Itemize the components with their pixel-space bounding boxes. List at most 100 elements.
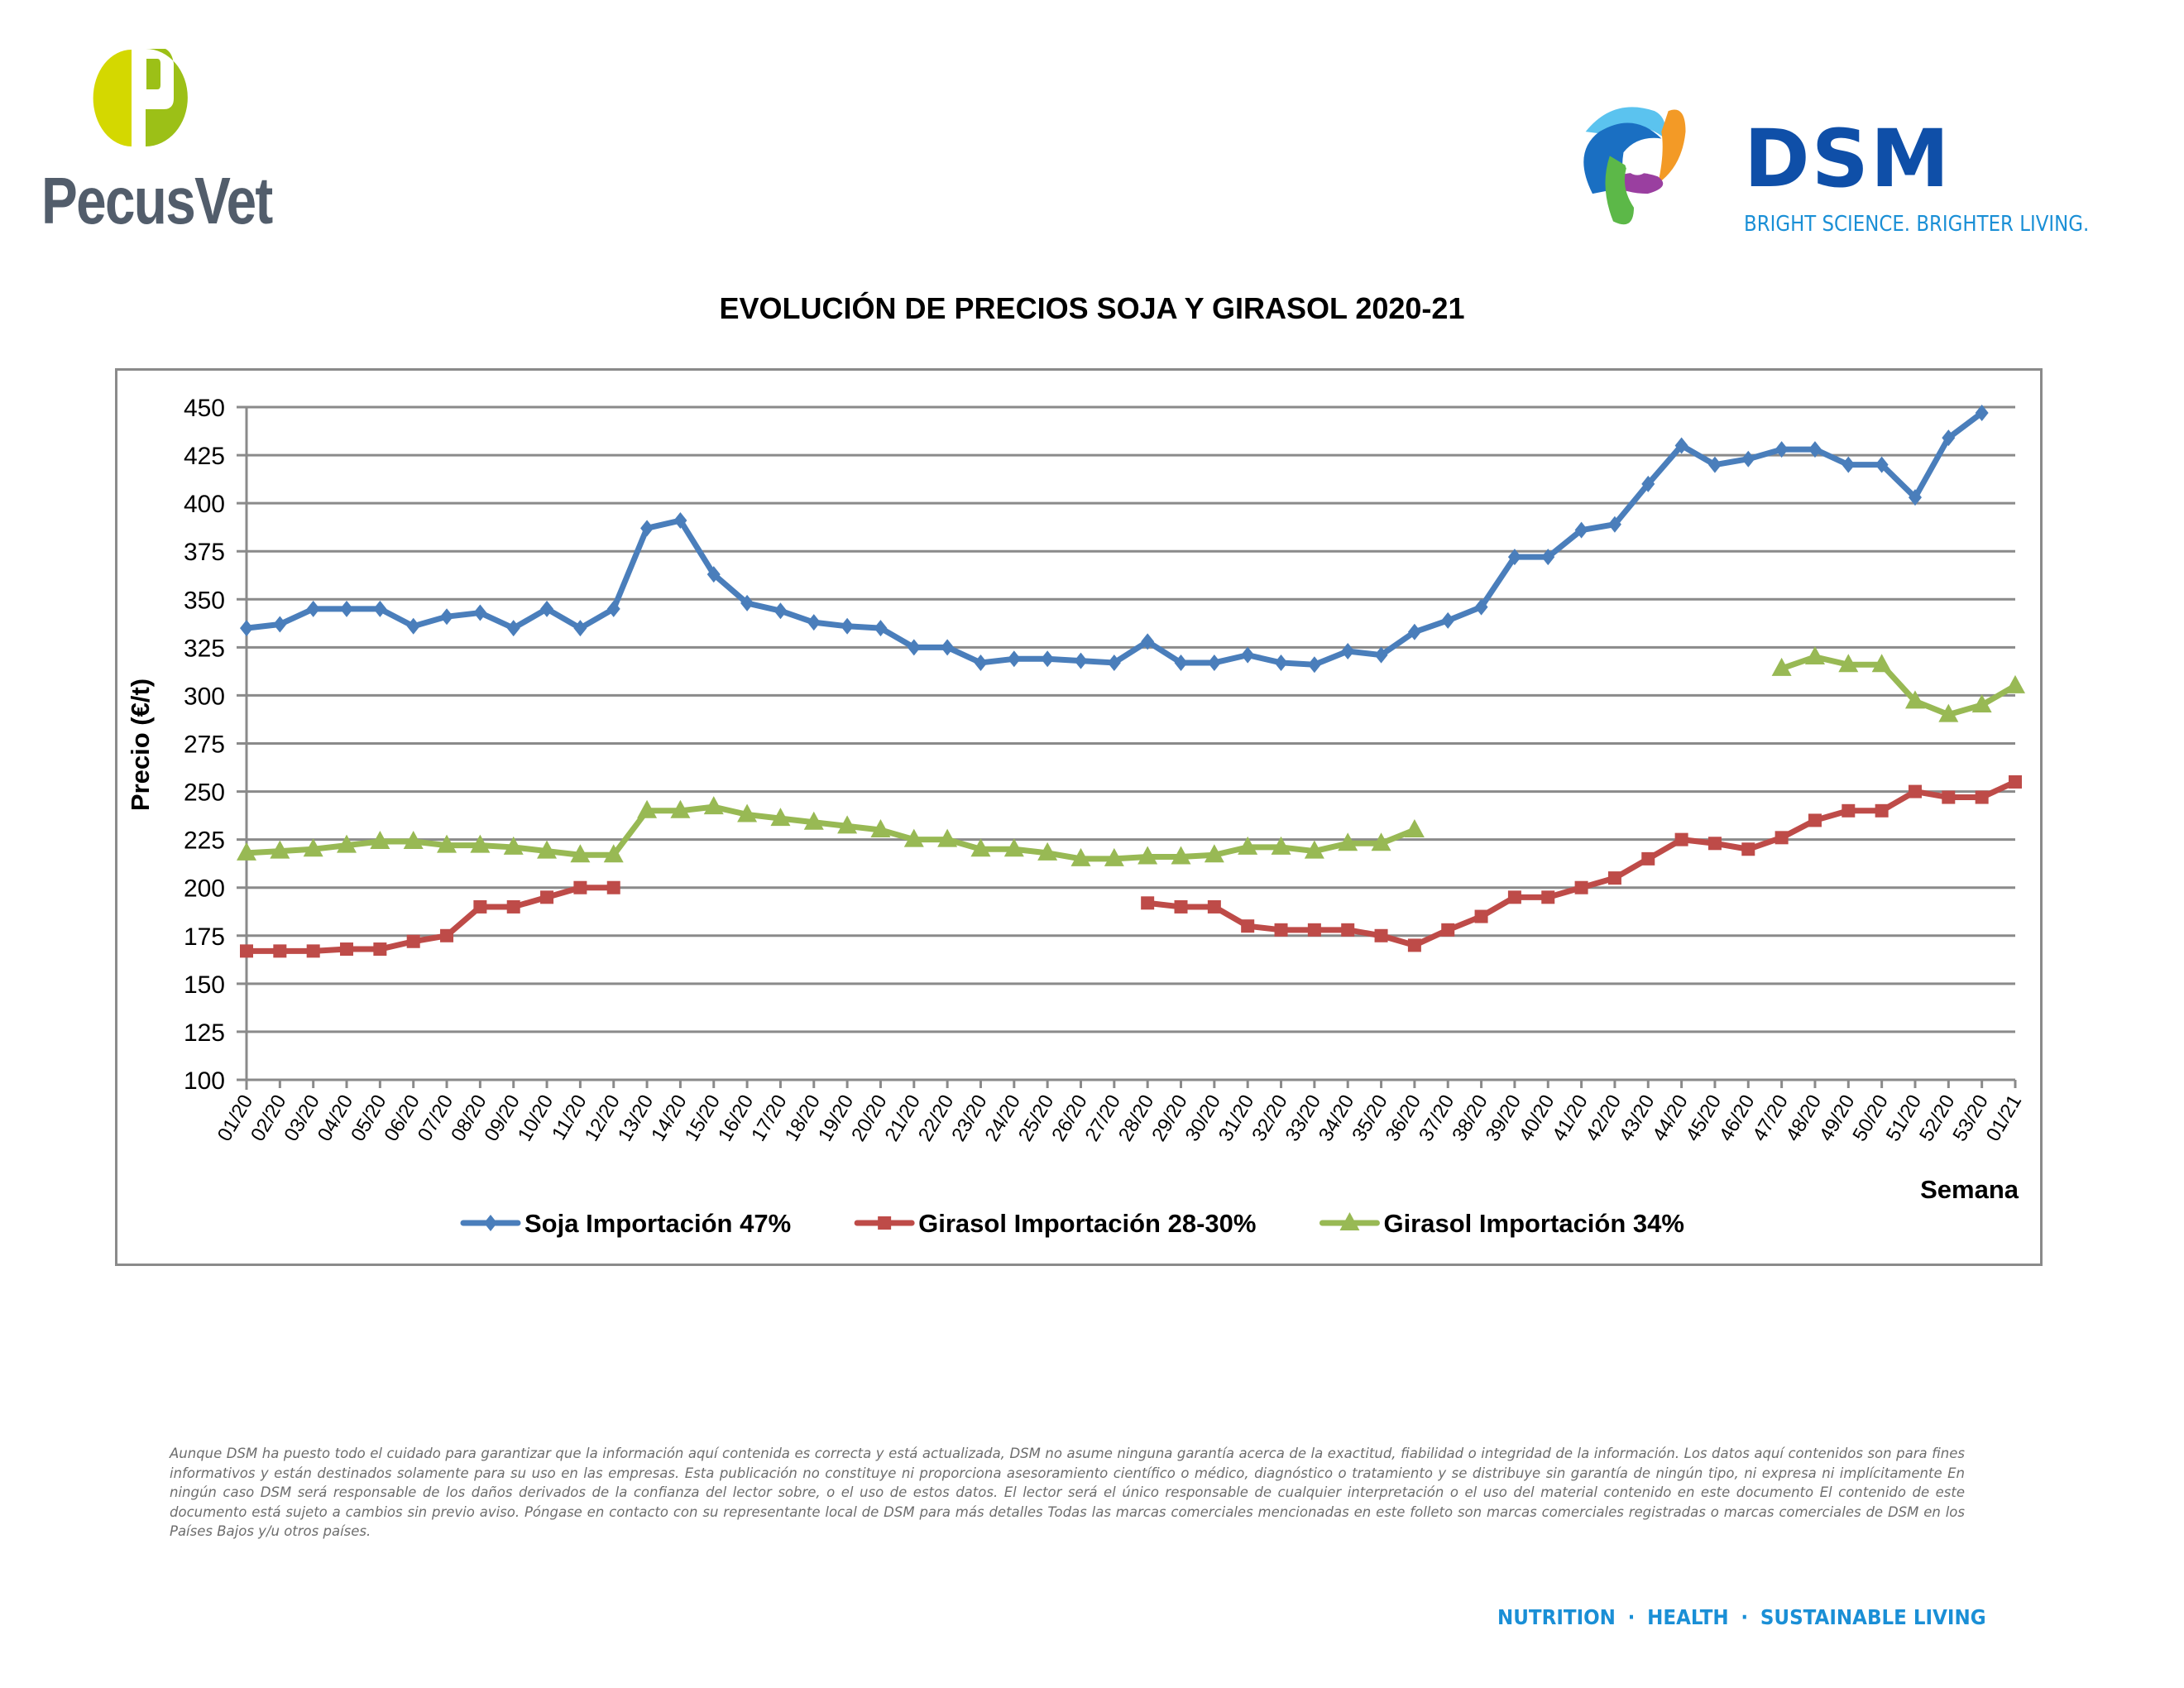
data-point xyxy=(1808,813,1822,827)
data-point xyxy=(1174,654,1188,671)
data-point xyxy=(240,620,253,637)
data-point xyxy=(874,620,888,637)
data-point xyxy=(270,840,290,859)
data-point xyxy=(240,944,253,958)
data-point xyxy=(303,838,323,857)
data-point xyxy=(637,799,658,818)
y-tick-label: 350 xyxy=(184,587,225,614)
chart-title: EVOLUCIÓN DE PRECIOS SOJA Y GIRASOL 2020… xyxy=(719,291,1465,325)
y-tick-label: 250 xyxy=(184,779,225,807)
y-tick-label: 175 xyxy=(184,923,225,951)
data-point xyxy=(1641,851,1655,866)
data-point xyxy=(406,617,420,635)
data-point xyxy=(1274,923,1288,937)
data-point xyxy=(603,844,624,863)
data-point xyxy=(1074,652,1088,669)
footer-separator: · xyxy=(1741,1605,1749,1629)
series-line xyxy=(247,885,614,954)
data-point xyxy=(1938,703,1959,722)
data-point xyxy=(1607,871,1621,885)
data-point xyxy=(974,654,988,671)
data-point xyxy=(1674,832,1688,846)
data-point xyxy=(440,928,454,942)
data-point xyxy=(1507,890,1521,904)
data-point xyxy=(1904,690,1925,709)
series-line xyxy=(246,803,1416,862)
data-point xyxy=(1371,832,1391,851)
data-point xyxy=(907,639,921,656)
data-point xyxy=(1875,803,1889,818)
data-point xyxy=(273,944,287,958)
data-point xyxy=(1441,923,1455,937)
data-point xyxy=(1942,790,1956,804)
y-tick-label: 275 xyxy=(184,731,225,759)
legend-item: Girasol Importación 28-30% xyxy=(854,1209,1256,1238)
data-point xyxy=(1238,836,1258,855)
data-point xyxy=(1407,623,1421,640)
data-point xyxy=(1741,842,1755,856)
data-point xyxy=(573,620,587,637)
data-point xyxy=(803,811,824,830)
data-point xyxy=(1908,784,1922,798)
data-point xyxy=(437,834,457,853)
legend-label: Soja Importación 47% xyxy=(524,1209,791,1238)
dsm-tagline: BRIGHT SCIENCE. BRIGHTER LIVING. xyxy=(1744,212,2090,237)
series-1 xyxy=(240,404,1989,674)
pecusvet-logo-text: PecusVet xyxy=(41,164,273,237)
data-point xyxy=(1407,938,1421,952)
data-point xyxy=(1804,645,1825,664)
data-point xyxy=(1441,611,1455,629)
data-point xyxy=(537,840,558,859)
data-point xyxy=(1241,919,1255,933)
data-point xyxy=(373,942,387,957)
data-point xyxy=(970,838,991,857)
legend-marker-icon xyxy=(878,1216,892,1230)
grid-layer xyxy=(237,405,2015,1081)
data-point xyxy=(1474,598,1488,616)
data-point xyxy=(473,899,487,914)
data-point xyxy=(1241,646,1255,664)
data-point xyxy=(1541,549,1555,566)
data-point xyxy=(273,616,287,633)
footer-separator: · xyxy=(1627,1605,1636,1629)
data-point xyxy=(1707,456,1722,473)
data-point xyxy=(1304,840,1324,859)
data-point xyxy=(1207,899,1221,914)
data-point xyxy=(1574,521,1588,539)
series-2 xyxy=(240,774,2022,958)
data-point xyxy=(1842,456,1856,473)
legend: Soja Importación 47% Girasol Importación … xyxy=(460,1209,1684,1238)
dsm-logo-icon xyxy=(1583,107,1686,225)
data-point xyxy=(1975,790,1989,804)
data-point xyxy=(1341,643,1355,660)
data-point xyxy=(1204,844,1224,863)
data-point xyxy=(1774,441,1789,458)
data-point xyxy=(1875,456,1889,473)
data-point xyxy=(1541,890,1555,904)
legend-label: Girasol Importación 28-30% xyxy=(918,1209,1256,1238)
series-layer xyxy=(237,404,2025,958)
y-tick-label: 150 xyxy=(184,971,225,999)
data-point xyxy=(670,799,691,818)
data-point xyxy=(606,600,620,617)
data-point xyxy=(2005,674,2025,693)
data-point xyxy=(770,808,791,827)
legend-item: Girasol Importación 34% xyxy=(1319,1209,1684,1238)
data-point xyxy=(1141,633,1155,650)
data-point xyxy=(1374,646,1388,664)
y-tick-label: 375 xyxy=(184,539,225,566)
data-point xyxy=(1307,923,1321,937)
footer-item-nutrition: NUTRITION xyxy=(1497,1605,1616,1629)
data-point xyxy=(503,836,524,855)
data-point xyxy=(1808,441,1822,458)
data-point xyxy=(1041,650,1055,668)
data-point xyxy=(340,600,354,617)
data-point xyxy=(337,834,357,853)
data-point xyxy=(1474,909,1488,923)
data-point xyxy=(841,617,855,635)
legend-label: Girasol Importación 34% xyxy=(1383,1209,1684,1238)
y-axis-label: Precio (€/t) xyxy=(126,679,155,811)
y-tick-label: 300 xyxy=(184,683,225,710)
data-point xyxy=(306,600,320,617)
data-point xyxy=(1174,899,1188,914)
